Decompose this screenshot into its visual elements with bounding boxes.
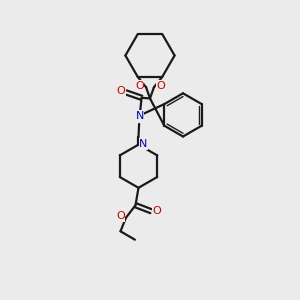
Text: O: O (152, 206, 161, 216)
Text: N: N (136, 110, 144, 121)
Text: O: O (156, 81, 165, 91)
Text: O: O (116, 86, 125, 96)
Text: O: O (135, 81, 144, 91)
Text: O: O (116, 211, 125, 221)
Text: N: N (139, 139, 148, 149)
